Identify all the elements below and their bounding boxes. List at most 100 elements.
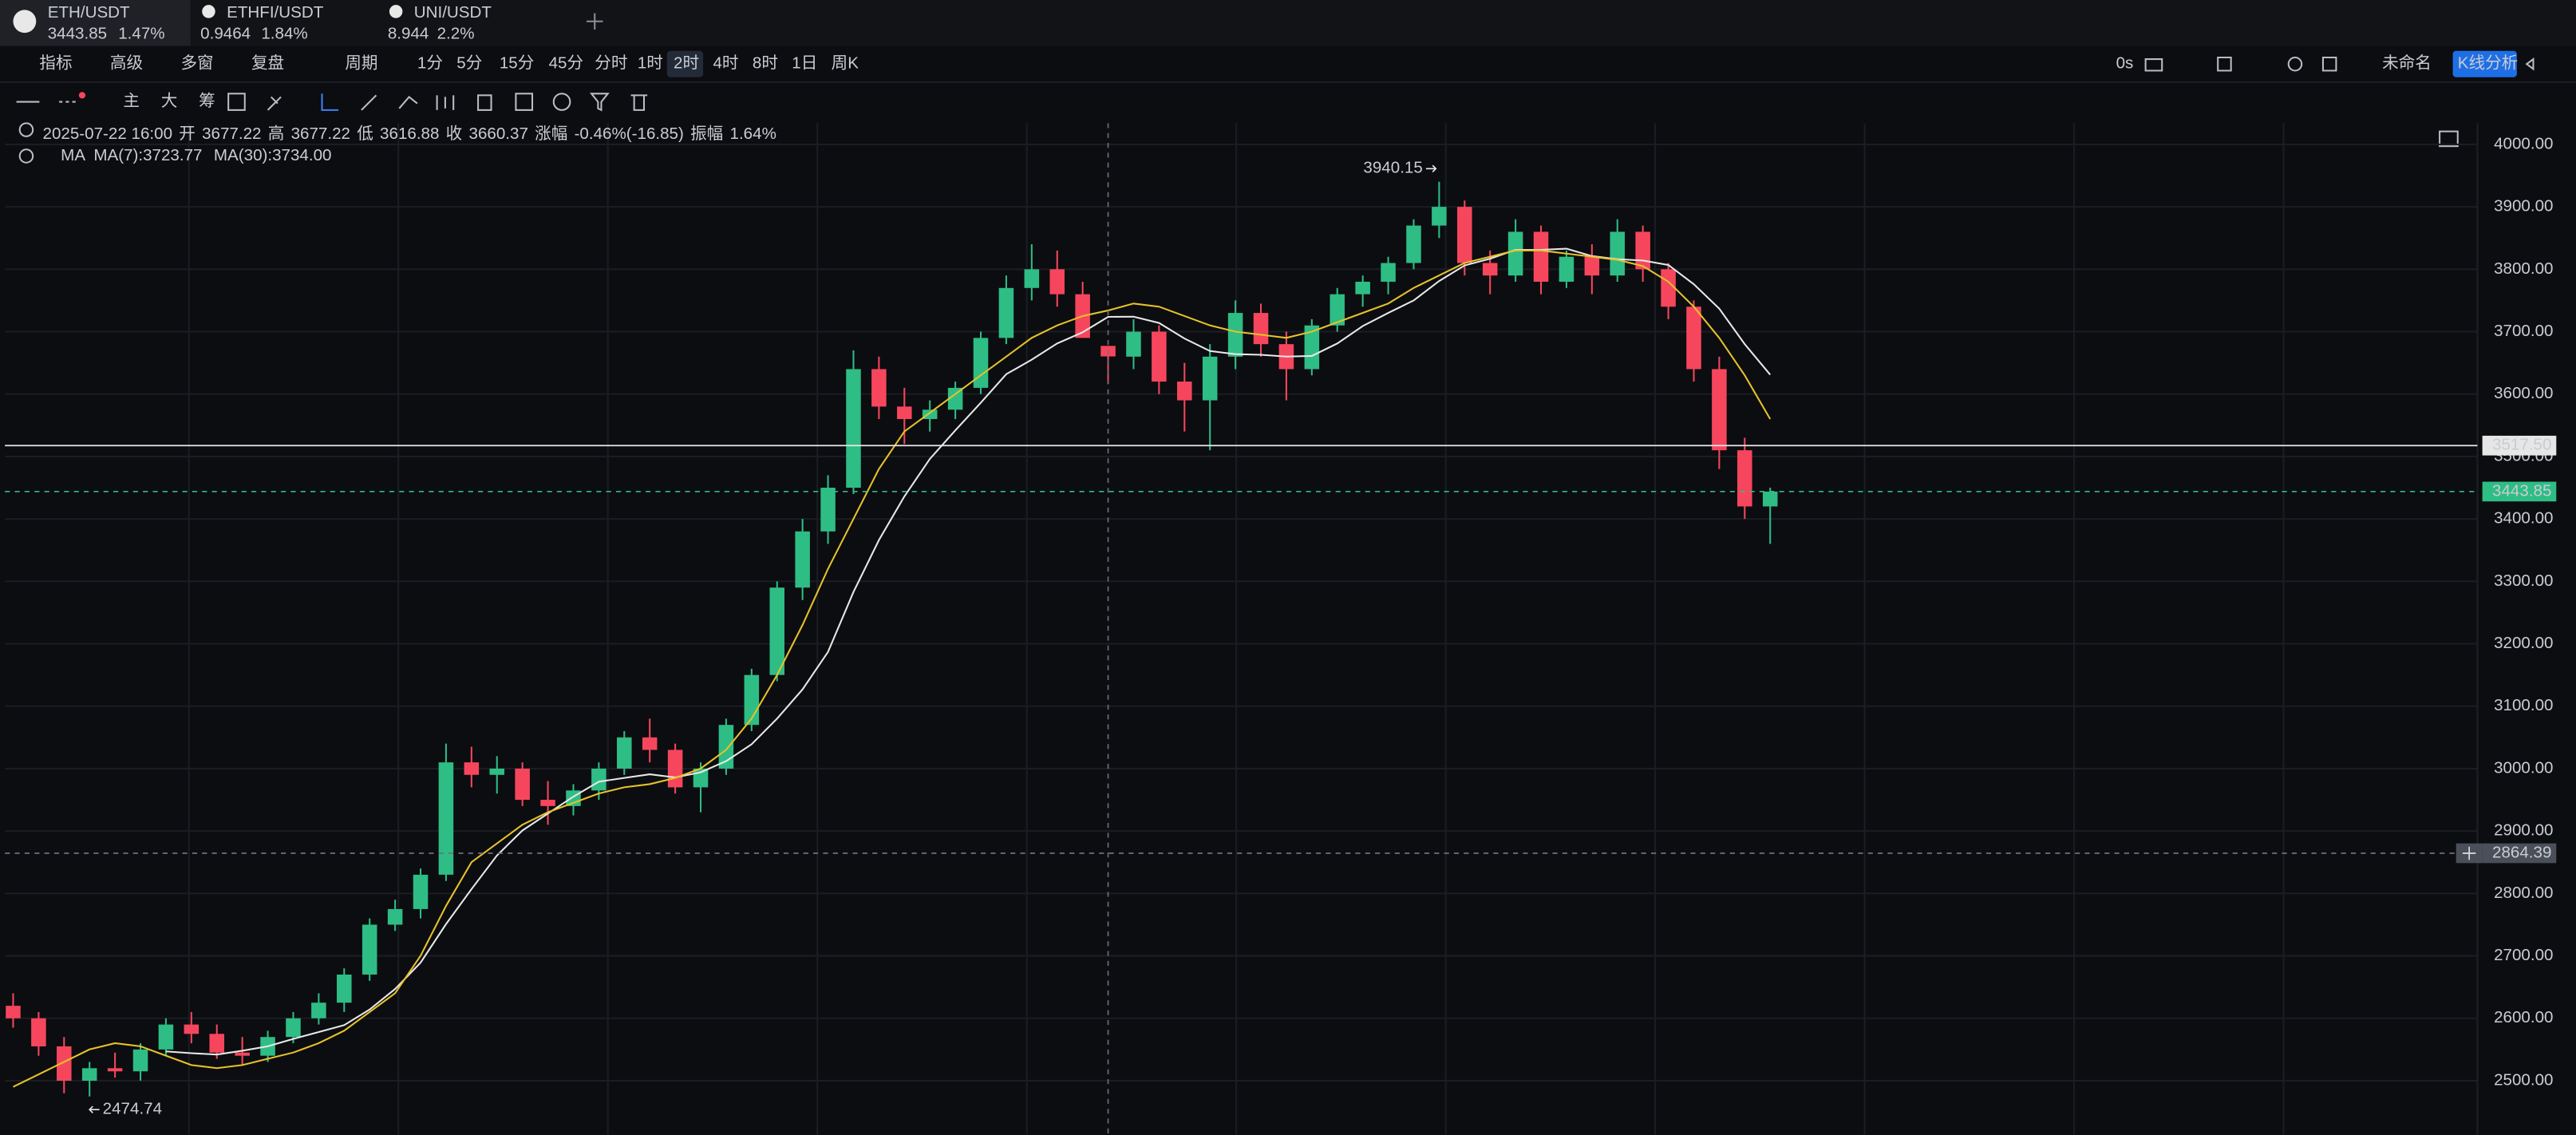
change-value: -0.46%(-16.85)	[575, 125, 684, 143]
icon[interactable]	[361, 94, 377, 111]
candle-body	[1253, 313, 1269, 345]
tool-button[interactable]: 多窗	[180, 54, 213, 73]
legend-entry: MA(30):3734.00	[214, 146, 332, 164]
tab-price[interactable]: 8.944	[388, 25, 429, 43]
indicator-name: MA	[61, 146, 85, 164]
candle-body	[6, 1006, 21, 1018]
candle-body	[1049, 269, 1065, 295]
plot: 2500.00 2600.00 2700.00 2800.00 2900.00 3000.…	[5, 123, 2557, 1135]
icon[interactable]	[515, 93, 534, 111]
interval-button[interactable]: 分时	[595, 54, 627, 73]
candle-body	[795, 531, 810, 588]
interval-button[interactable]: 周K	[832, 54, 859, 73]
interval-button[interactable]: 1分	[417, 54, 443, 73]
candle-body	[1635, 231, 1650, 270]
candle-body	[1457, 207, 1472, 263]
tab-icon	[13, 10, 37, 34]
toggle[interactable]	[18, 122, 34, 164]
interval-button[interactable]: 2时	[674, 54, 699, 73]
notification-dot	[78, 92, 86, 99]
icon[interactable]	[321, 93, 339, 111]
candle-body	[871, 369, 887, 407]
interval-button[interactable]: 4时	[713, 54, 738, 73]
candle-body	[1126, 331, 1141, 357]
candle-body	[1712, 369, 1727, 451]
tool-button[interactable]: 高级	[110, 54, 143, 73]
icon[interactable]	[436, 95, 455, 110]
ui: ETH/USDT 3443.85 1.47% ETHFI/USDT 0.9464 1.84…	[39, 3, 2518, 164]
last-price-tag	[2482, 481, 2557, 502]
tab-change[interactable]: 1.84%	[261, 25, 307, 43]
tab-change[interactable]: 1.47%	[118, 25, 164, 43]
icon[interactable]	[227, 93, 246, 111]
icon[interactable]	[477, 94, 492, 111]
amplitude-label: 振幅	[690, 125, 723, 143]
ohlc-label: 低	[357, 125, 373, 143]
interval-button[interactable]: 45分	[549, 54, 583, 73]
tab-price[interactable]: 0.9464	[200, 25, 251, 43]
candle-body	[1762, 491, 1778, 507]
crosshair-time: 2025-07-22 16:00	[43, 125, 173, 143]
period-button[interactable]: 周期	[345, 54, 377, 73]
analysis-button[interactable]: K线分析	[2458, 54, 2518, 73]
y-tick-label: 3800.00	[2494, 259, 2553, 278]
tab-symbol[interactable]: ETH/USDT	[48, 3, 130, 22]
interval-button[interactable]: 8时	[753, 54, 778, 73]
interval-button[interactable]: 15分	[500, 54, 534, 73]
icon[interactable]	[2439, 130, 2459, 148]
y-tick-label: 2500.00	[2494, 1070, 2553, 1089]
analysis-bg[interactable]	[2452, 50, 2517, 77]
change-label: 涨幅	[535, 125, 567, 143]
candle-body	[846, 369, 861, 488]
main-tool[interactable]: 筹	[199, 92, 215, 110]
tool-button[interactable]: 指标	[39, 54, 72, 73]
interval-button[interactable]: 1日	[792, 54, 817, 73]
icon[interactable]	[589, 93, 610, 112]
candle-body	[540, 800, 555, 806]
candle-body	[1152, 331, 1167, 382]
candle-body	[81, 1068, 97, 1081]
tab-symbol[interactable]: ETHFI/USDT	[227, 3, 324, 22]
candle-body	[1329, 294, 1345, 326]
tab-change[interactable]: 2.2%	[437, 25, 475, 43]
candle-body	[617, 737, 632, 769]
icon[interactable]	[630, 94, 648, 111]
tool-button[interactable]: 复盘	[251, 54, 284, 73]
tab-icon	[389, 5, 403, 18]
y-tick-label: 3900.00	[2494, 197, 2553, 216]
icon[interactable]	[267, 96, 282, 111]
layout-name[interactable]: 未命名	[2382, 54, 2432, 73]
candle-body	[718, 725, 734, 769]
amplitude-value: 1.64%	[730, 125, 776, 143]
add-tab[interactable]	[586, 13, 603, 30]
candle-body	[693, 768, 709, 788]
tab-price[interactable]: 3443.85	[48, 25, 107, 43]
icon[interactable]	[2144, 56, 2535, 72]
ohlc-label: 高	[268, 125, 285, 143]
interval-button[interactable]: 5分	[456, 54, 482, 73]
candle-body	[1661, 269, 1676, 307]
y-tick-label: 2800.00	[2494, 884, 2553, 902]
price-line-label: 3517.50	[2492, 436, 2551, 454]
icon[interactable]	[398, 95, 418, 109]
countdown: 0s	[2116, 54, 2134, 73]
candle-body	[1559, 256, 1574, 282]
tab-symbol[interactable]: UNI/USDT	[414, 3, 492, 22]
candle-body	[57, 1046, 72, 1081]
y-tick-label: 3400.00	[2494, 509, 2553, 528]
main-tool[interactable]: 大	[161, 92, 178, 110]
main-tool[interactable]: 主	[123, 92, 140, 110]
candle-body	[1406, 225, 1421, 263]
interval-button[interactable]: 1时	[638, 54, 663, 73]
candle-body	[1177, 382, 1192, 401]
crosshair-price-tag	[2482, 843, 2557, 864]
candle-body	[286, 1018, 301, 1038]
icon[interactable]	[552, 93, 571, 111]
candle-body	[769, 587, 785, 675]
candle-body	[184, 1024, 200, 1034]
candle-body	[667, 749, 683, 788]
candle-body	[209, 1034, 225, 1053]
